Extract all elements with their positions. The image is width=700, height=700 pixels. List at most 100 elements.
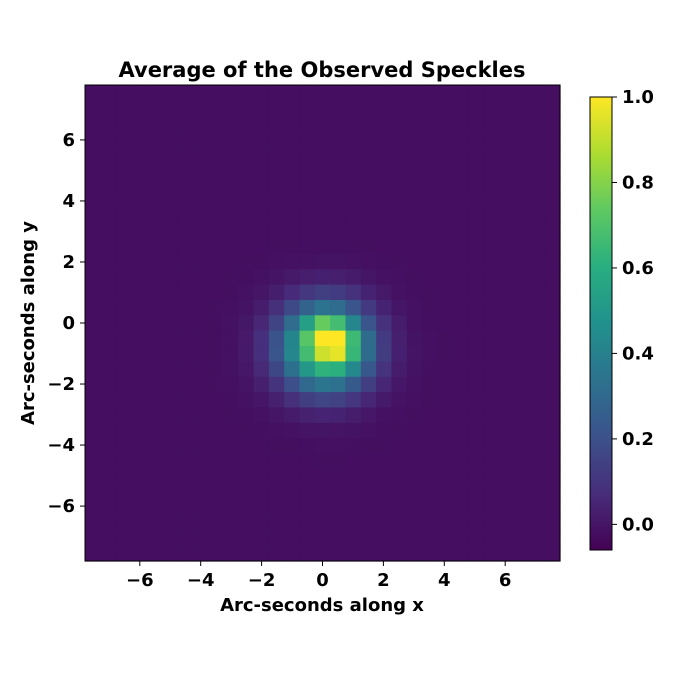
heatmap-cell <box>115 253 132 270</box>
heatmap-cell <box>238 422 255 439</box>
heatmap-cell <box>130 530 147 547</box>
heatmap-cell <box>360 545 377 562</box>
heatmap-cell <box>100 146 117 163</box>
heatmap-cell <box>498 253 515 270</box>
heatmap-cell <box>376 453 393 470</box>
chart-title: Average of the Observed Speckles <box>119 58 526 82</box>
heatmap-cell <box>330 545 347 562</box>
heatmap-cell <box>391 253 408 270</box>
heatmap-cell <box>192 299 209 316</box>
heatmap-cell <box>268 207 285 224</box>
heatmap-cell <box>345 269 362 286</box>
heatmap-cell <box>437 284 454 301</box>
heatmap-cell <box>314 207 331 224</box>
heatmap-cell <box>253 192 270 209</box>
heatmap-cell <box>299 115 316 132</box>
heatmap-cell <box>514 146 530 163</box>
heatmap-cell <box>161 361 178 378</box>
heatmap-cell <box>222 530 239 547</box>
heatmap-cell <box>437 85 454 101</box>
heatmap-cell <box>483 269 500 286</box>
heatmap-cell <box>468 131 484 148</box>
heatmap-cell <box>222 392 239 409</box>
heatmap-cell <box>360 422 377 439</box>
x-tick-label: −6 <box>126 570 154 591</box>
heatmap-cell <box>406 207 423 224</box>
heatmap-cell <box>222 514 239 531</box>
heatmap-cell <box>192 115 209 132</box>
heatmap-cell <box>222 346 239 362</box>
heatmap-cell <box>176 407 193 424</box>
heatmap-cell <box>422 514 439 531</box>
heatmap-cell <box>406 299 423 316</box>
heatmap-cell <box>268 407 285 424</box>
heatmap-cell <box>544 192 561 209</box>
heatmap-cell <box>391 499 408 516</box>
heatmap-cell <box>253 484 270 501</box>
heatmap-cell <box>146 468 163 485</box>
heatmap-cell <box>161 177 178 194</box>
heatmap-cell <box>483 131 500 148</box>
heatmap-cell <box>345 146 362 163</box>
heatmap-cell <box>161 131 178 148</box>
heatmap-cell <box>238 299 255 316</box>
heatmap-cell <box>498 284 515 301</box>
heatmap-cell <box>544 146 561 163</box>
heatmap-cell <box>85 438 101 455</box>
heatmap-cell <box>161 223 178 240</box>
heatmap-cell <box>192 238 209 255</box>
heatmap-cell <box>222 223 239 240</box>
heatmap-cell <box>268 392 285 409</box>
heatmap-cell <box>222 269 239 286</box>
heatmap-cell <box>468 514 484 531</box>
heatmap-cell <box>376 499 393 516</box>
heatmap-cell <box>130 392 147 409</box>
heatmap-cell <box>376 131 393 148</box>
heatmap-cell <box>391 530 408 547</box>
heatmap-cell <box>238 315 255 332</box>
heatmap-cell <box>544 131 561 148</box>
heatmap-cell <box>130 407 147 424</box>
heatmap-cell <box>498 269 515 286</box>
heatmap-cell <box>345 499 362 516</box>
heatmap-cell <box>406 499 423 516</box>
heatmap-cell <box>483 253 500 270</box>
heatmap-cell <box>284 238 301 255</box>
heatmap-cell <box>360 115 377 132</box>
heatmap-cell <box>146 269 163 286</box>
heatmap-cell <box>345 161 362 178</box>
heatmap-cell <box>299 299 316 316</box>
heatmap-cell <box>146 223 163 240</box>
heatmap-cell <box>437 407 454 424</box>
heatmap-cell <box>406 161 423 178</box>
heatmap-cell <box>268 361 285 378</box>
heatmap-cell <box>100 376 117 393</box>
heatmap-cell <box>130 131 147 148</box>
heatmap-cell <box>376 100 393 117</box>
heatmap-cell <box>85 330 101 347</box>
heatmap-cell <box>161 253 178 270</box>
heatmap-cell <box>498 392 515 409</box>
heatmap-cell <box>330 299 347 316</box>
heatmap-cell <box>406 514 423 531</box>
heatmap-cell <box>253 376 270 393</box>
heatmap-cell <box>100 346 117 362</box>
heatmap-cell <box>115 514 132 531</box>
heatmap-cell <box>130 207 147 224</box>
heatmap-cell <box>452 100 469 117</box>
heatmap-cell <box>192 514 209 531</box>
heatmap-cell <box>238 161 255 178</box>
heatmap-cell <box>452 376 469 393</box>
heatmap-cell <box>544 223 561 240</box>
heatmap-cell <box>529 407 546 424</box>
heatmap-cell <box>529 499 546 516</box>
heatmap-cell <box>330 253 347 270</box>
heatmap-cell <box>85 346 101 362</box>
heatmap-cell <box>360 284 377 301</box>
heatmap-cell <box>161 530 178 547</box>
heatmap-cell <box>314 376 331 393</box>
heatmap-cell <box>115 499 132 516</box>
heatmap-cell <box>85 161 101 178</box>
heatmap-cell <box>85 269 101 286</box>
heatmap-cell <box>253 422 270 439</box>
